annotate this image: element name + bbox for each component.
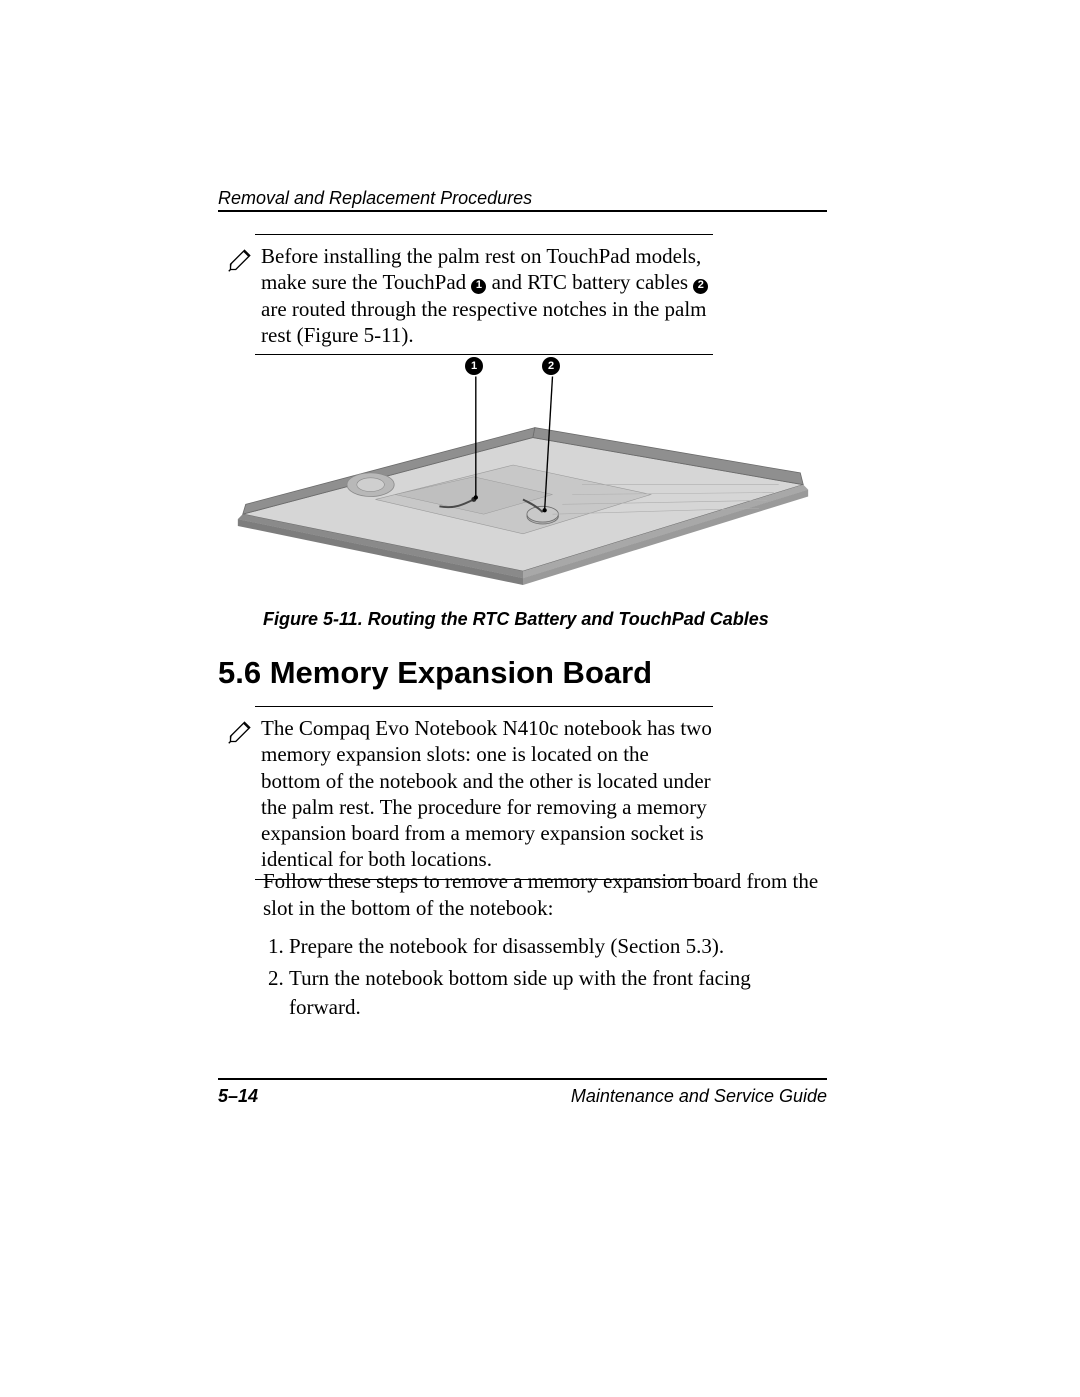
follow-paragraph: Follow these steps to remove a memory ex…: [263, 868, 827, 923]
note-text-2: The Compaq Evo Notebook N410c notebook h…: [261, 715, 713, 873]
note-pencil-icon: [227, 245, 255, 273]
note1-part-c: are routed through the respective notche…: [261, 297, 707, 347]
laptop-illustration: [228, 345, 818, 585]
section-heading: 5.6 Memory Expansion Board: [218, 655, 652, 691]
figure-5-11: 1 2: [218, 345, 827, 605]
figure-callout-1: 1: [465, 357, 483, 375]
running-header: Removal and Replacement Procedures: [218, 188, 532, 209]
figure-callout-2: 2: [542, 357, 560, 375]
page-number: 5–14: [218, 1086, 258, 1107]
callout-badge-1: 1: [471, 279, 486, 294]
note-rule: [255, 706, 713, 707]
document-page: Removal and Replacement Procedures Befor…: [0, 0, 1080, 1397]
note-pencil-icon: [227, 717, 255, 745]
header-rule: [218, 210, 827, 212]
list-item: Prepare the notebook for disassembly (Se…: [289, 932, 827, 960]
note-block-1: Before installing the palm rest on Touch…: [255, 234, 713, 355]
list-item: Turn the notebook bottom side up with th…: [289, 964, 827, 1021]
footer-doc-title: Maintenance and Service Guide: [571, 1086, 827, 1107]
note-rule: [255, 234, 713, 235]
figure-caption: Figure 5-11. Routing the RTC Battery and…: [263, 609, 769, 630]
note1-part-b: and RTC battery cables: [486, 270, 693, 294]
note-block-2: The Compaq Evo Notebook N410c notebook h…: [255, 706, 713, 880]
footer-rule: [218, 1078, 827, 1080]
procedure-steps: Prepare the notebook for disassembly (Se…: [263, 932, 827, 1025]
callout-badge-2: 2: [693, 279, 708, 294]
note-text-1: Before installing the palm rest on Touch…: [261, 243, 713, 348]
